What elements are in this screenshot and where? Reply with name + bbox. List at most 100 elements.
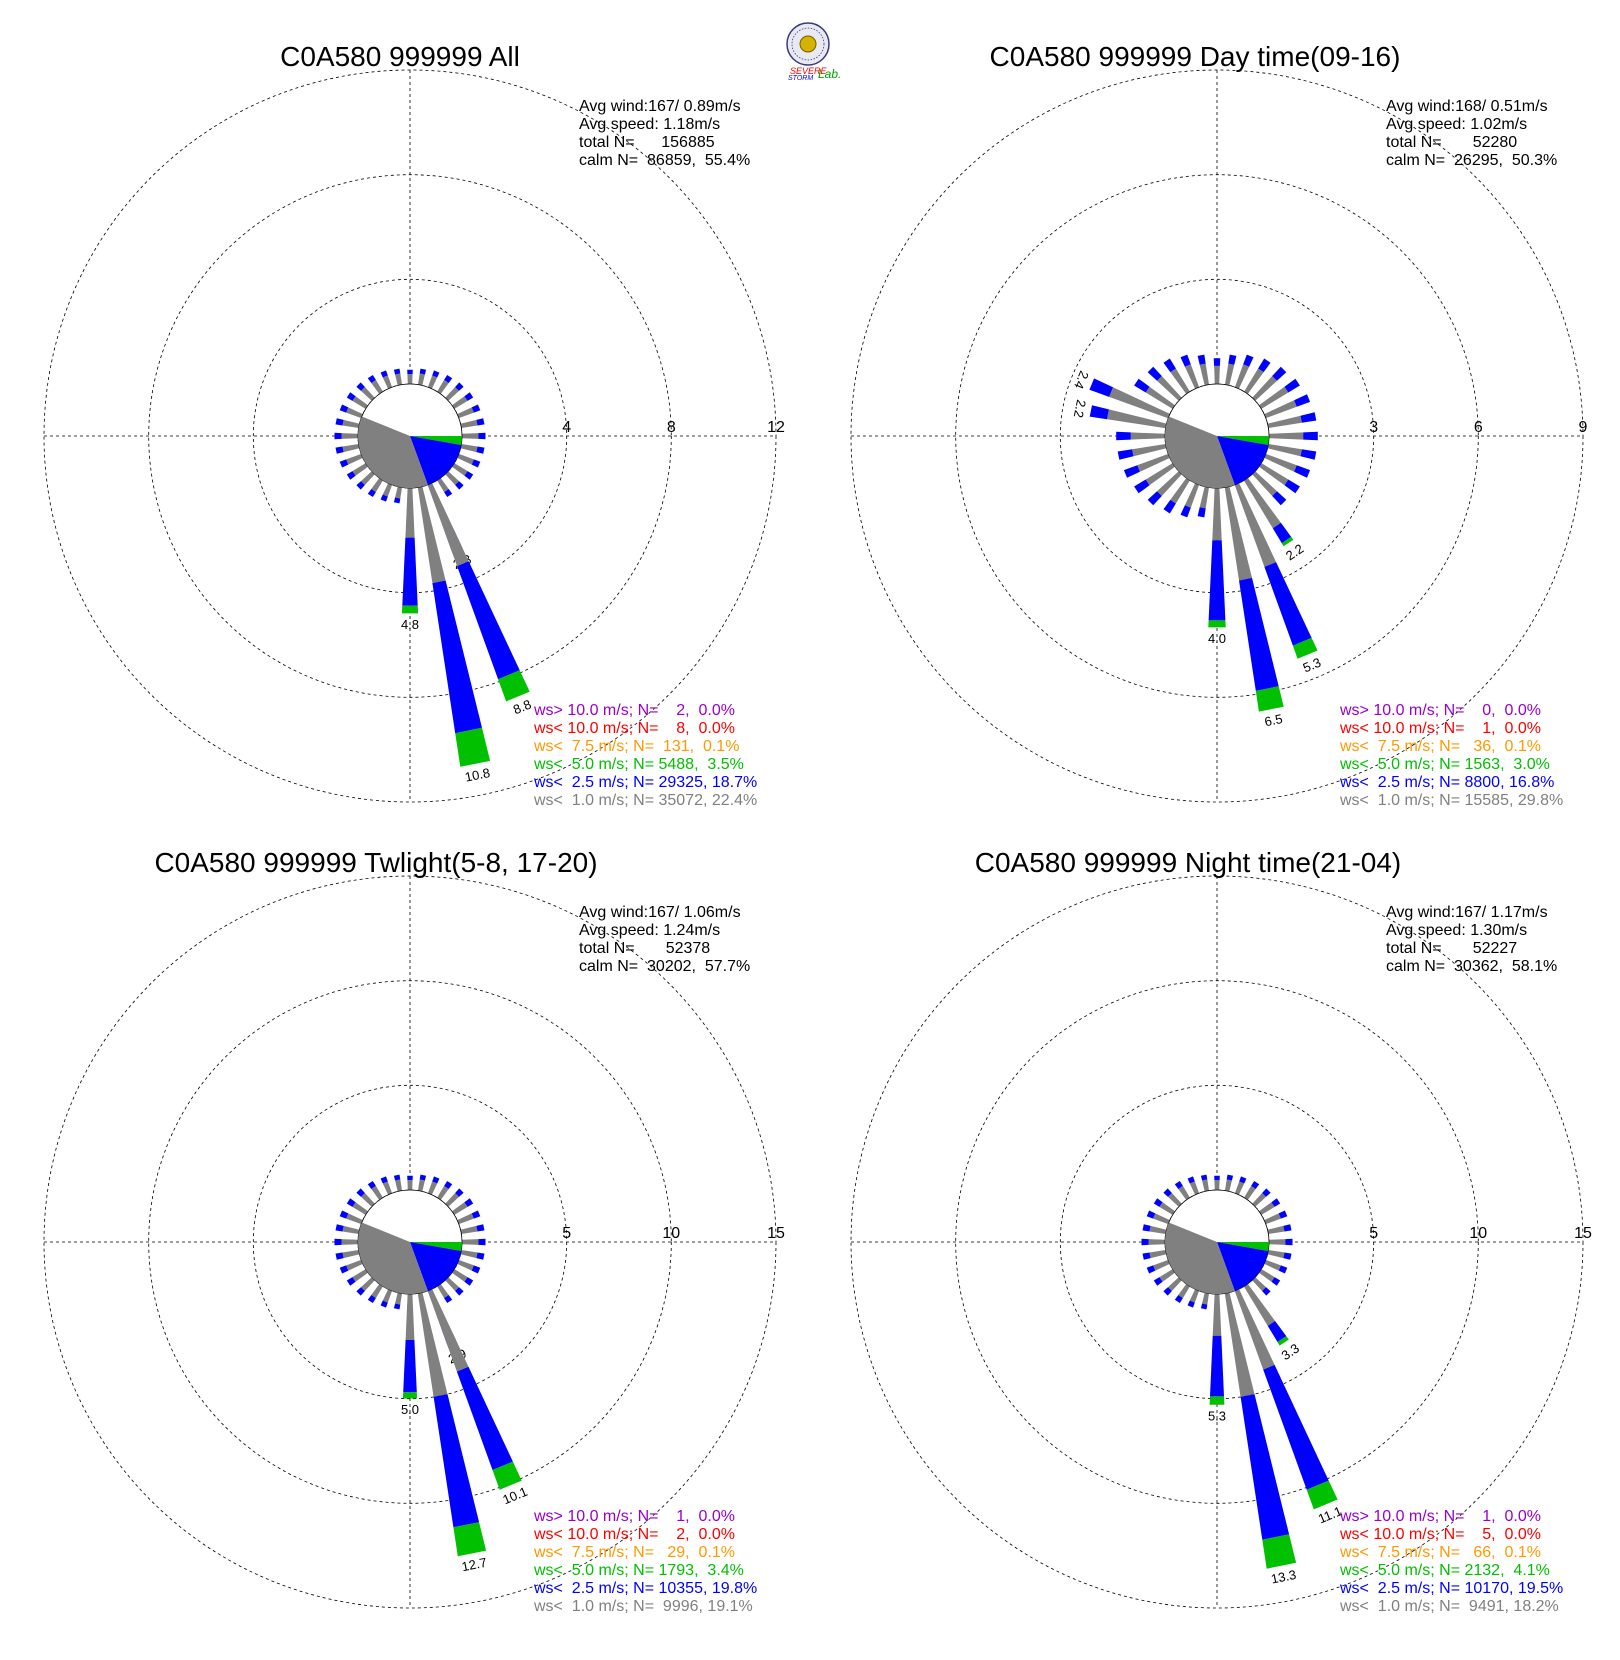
legend-item: ws< 10.0 m/s; N= 8, 0.0%	[533, 720, 735, 737]
legend-item: ws< 7.5 m/s; N= 29, 0.1%	[533, 1544, 735, 1561]
panel-all: C0A580 999999 All 48122.810.88.84.8 Avg …	[43, 41, 785, 809]
direction-bar	[1200, 1303, 1208, 1310]
direction-bar	[1292, 637, 1318, 659]
direction-bar	[1269, 1239, 1286, 1245]
direction-bar	[1116, 431, 1131, 441]
direction-bar	[1168, 1277, 1182, 1291]
direction-bar	[403, 1340, 417, 1393]
direction-bar	[1184, 483, 1200, 508]
direction-bar	[1239, 577, 1279, 691]
direction-bar	[1252, 1193, 1266, 1207]
direction-bar	[1149, 1250, 1167, 1259]
hub-sector	[1217, 1242, 1269, 1251]
total-n: total N= 52378	[579, 940, 710, 957]
bar-label: 2.4	[1071, 369, 1092, 391]
direction-bar	[460, 1225, 478, 1234]
direction-bar	[342, 1250, 360, 1259]
ring-label: 9	[1579, 419, 1588, 436]
direction-bar	[1202, 1292, 1209, 1305]
direction-bar	[356, 1287, 365, 1296]
direction-bar	[1209, 1396, 1225, 1405]
panel-title: C0A580 999999 Night time(21-04)	[975, 847, 1401, 878]
direction-bar	[1137, 453, 1170, 472]
legend-item: ws< 7.5 m/s; N= 131, 0.1%	[533, 738, 739, 755]
legend-item: ws< 1.0 m/s; N= 35072, 22.4%	[533, 792, 757, 809]
direction-bar	[1109, 387, 1170, 419]
direction-bar	[1202, 1179, 1209, 1192]
avg-wind: Avg wind:168/ 0.51m/s	[1386, 98, 1548, 115]
hub-sector	[410, 436, 462, 445]
direction-bar	[417, 1292, 448, 1397]
direction-bar	[1234, 1181, 1245, 1195]
direction-bar	[1228, 354, 1237, 365]
direction-bar	[346, 392, 356, 401]
direction-bar	[457, 453, 474, 465]
direction-bar	[1267, 1250, 1285, 1259]
direction-bar	[1147, 366, 1162, 381]
hub-sector	[357, 416, 428, 489]
direction-bar	[455, 481, 464, 490]
direction-bar	[1267, 1321, 1287, 1342]
legend-item: ws< 10.0 m/s; N= 2, 0.0%	[533, 1526, 735, 1543]
direction-bar	[402, 1392, 418, 1399]
avg-wind: Avg wind:167/ 1.17m/s	[1386, 904, 1548, 921]
panel-title: C0A580 999999 All	[280, 41, 520, 72]
direction-bar	[1277, 1336, 1289, 1346]
direction-bar	[352, 1202, 368, 1215]
avg-wind: Avg wind:167/ 0.89m/s	[579, 98, 741, 115]
direction-bar	[437, 478, 449, 493]
direction-bar	[1159, 1202, 1175, 1215]
direction-bar	[380, 494, 388, 502]
direction-bar	[402, 537, 418, 606]
direction-bar	[1244, 368, 1264, 394]
direction-bar	[452, 463, 468, 476]
direction-bar	[1243, 477, 1281, 529]
direction-bar	[1284, 378, 1300, 393]
direction-bar	[457, 407, 474, 419]
direction-bar	[367, 489, 376, 497]
direction-bar	[405, 1293, 415, 1340]
avg-wind: Avg wind:167/ 1.06m/s	[579, 904, 741, 921]
direction-bar	[1294, 465, 1311, 478]
bar-label: 8.8	[511, 697, 533, 718]
direction-bar	[1234, 1289, 1275, 1370]
direction-bar	[1259, 386, 1289, 409]
hub-sector	[1217, 1242, 1269, 1291]
direction-bar	[1187, 1176, 1195, 1184]
ring-label: 15	[1574, 1225, 1592, 1242]
direction-bar	[1149, 1225, 1167, 1234]
rose-plot: 48122.810.88.84.8	[43, 69, 785, 803]
bar-label: 2.2	[1071, 398, 1089, 419]
legend-item: ws> 10.0 m/s; N= 2, 0.0%	[533, 702, 735, 719]
direction-bar	[346, 407, 363, 419]
direction-bar	[498, 670, 530, 702]
direction-bar	[471, 459, 481, 468]
direction-bar	[1243, 354, 1254, 367]
direction-bar	[393, 368, 401, 375]
direction-bar	[346, 1277, 356, 1286]
direction-bar	[478, 1238, 486, 1246]
direction-bar	[1303, 431, 1318, 441]
direction-bar	[445, 471, 459, 485]
direction-bar	[1163, 1188, 1172, 1197]
direction-bar	[1142, 1224, 1151, 1232]
severe-storm-lab-logo: SEVERE STORM Lab.	[786, 22, 841, 82]
direction-bar	[1259, 1202, 1275, 1215]
direction-bar	[476, 446, 485, 454]
direction-bar	[367, 375, 376, 383]
direction-bar	[437, 1185, 449, 1200]
direction-bar	[1281, 536, 1294, 547]
direction-bar	[1224, 1292, 1255, 1397]
avg-speed: Avg speed: 1.30m/s	[1386, 922, 1527, 939]
direction-bar	[1251, 1181, 1260, 1189]
direction-bar	[1210, 1335, 1224, 1397]
direction-bar	[460, 444, 478, 453]
direction-bar	[1234, 364, 1250, 389]
direction-bar	[371, 1185, 383, 1200]
direction-bar	[1212, 1293, 1222, 1336]
rose-plot: 510152.912.710.15.0	[43, 875, 785, 1609]
direction-bar	[471, 1210, 481, 1219]
direction-bar	[1262, 1188, 1271, 1197]
direction-bar	[1283, 1224, 1292, 1232]
direction-bar	[342, 419, 360, 428]
